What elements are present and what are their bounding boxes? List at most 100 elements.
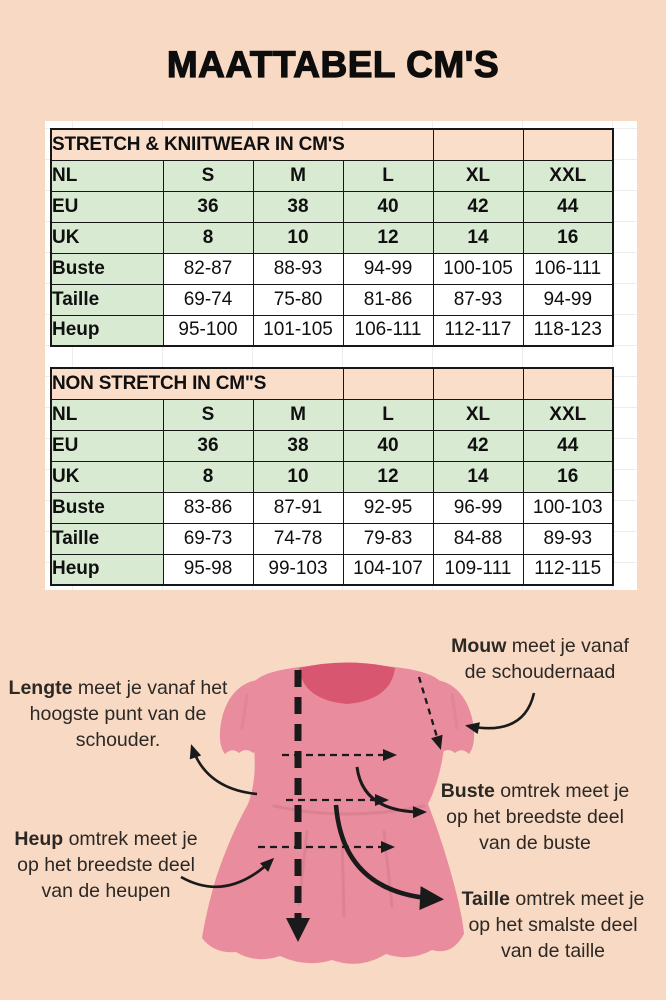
row-label: Buste (50, 491, 164, 524)
row-label: UK (50, 221, 164, 254)
size-cell: S (162, 159, 254, 192)
size-cell: 40 (342, 190, 434, 223)
header-filler-cell (522, 128, 614, 161)
size-cell: 16 (522, 460, 614, 493)
size-cell: L (342, 159, 434, 192)
size-cell: 14 (432, 460, 524, 493)
row-label: Heup (50, 553, 164, 586)
taille-arrow (333, 804, 444, 911)
size-cell: 12 (342, 460, 434, 493)
size-cell: M (252, 398, 344, 431)
annotation-text: omtrek meet je op het smalste deel van d… (468, 888, 645, 962)
size-cell: 12 (342, 221, 434, 254)
heup-arrow (180, 857, 275, 889)
size-row-uk: UK 8 10 12 14 16 (50, 460, 614, 493)
size-row-uk: UK 8 10 12 14 16 (50, 221, 614, 254)
size-cell: XL (432, 398, 524, 431)
measurement-diagram (0, 600, 666, 1000)
size-cell: XXL (522, 398, 614, 431)
measure-cell: 96-99 (432, 491, 524, 524)
measure-cell: 89-93 (522, 522, 614, 555)
non-stretch-table: NON STRETCH IN CM"S NL S M L XL XXL EU 36 38 40 42 4… (50, 367, 614, 586)
measure-cell: 69-74 (162, 283, 254, 316)
header-filler-cell (342, 367, 434, 400)
measure-cell: 118-123 (522, 314, 614, 347)
header-filler-cell (432, 367, 524, 400)
measure-row-buste: Buste 83-86 87-91 92-95 96-99 100-103 (50, 491, 614, 524)
annotation-text: omtrek meet je op het breedste deel van … (17, 828, 198, 902)
dress-illustration (180, 662, 536, 964)
measure-cell: 79-83 (342, 522, 434, 555)
size-cell: 44 (522, 190, 614, 223)
mouw-arrow (465, 692, 536, 735)
table-header-row: STRETCH & KNIITWEAR IN CM'S (50, 128, 614, 161)
row-label: EU (50, 429, 164, 462)
table-title-cell: NON STRETCH IN CM"S (50, 367, 344, 400)
measure-cell: 95-98 (162, 553, 254, 586)
row-label: EU (50, 190, 164, 223)
measure-cell: 75-80 (252, 283, 344, 316)
measure-row-buste: Buste 82-87 88-93 94-99 100-105 106-111 (50, 252, 614, 285)
header-filler-cell (522, 367, 614, 400)
measure-cell: 101-105 (252, 314, 344, 347)
size-cell: 44 (522, 429, 614, 462)
measure-cell: 109-111 (432, 553, 524, 586)
size-cell: 36 (162, 190, 254, 223)
size-cell: 36 (162, 429, 254, 462)
measure-cell: 106-111 (342, 314, 434, 347)
measure-cell: 95-100 (162, 314, 254, 347)
size-cell: S (162, 398, 254, 431)
header-filler-cell (432, 128, 524, 161)
lengte-arrow (189, 744, 258, 796)
size-cell: 42 (432, 429, 524, 462)
measure-cell: 94-99 (522, 283, 614, 316)
size-cell: L (342, 398, 434, 431)
annotation-text: meet je vanaf de schoudernaad (464, 635, 629, 683)
size-cell: 8 (162, 460, 254, 493)
measure-cell: 104-107 (342, 553, 434, 586)
table-header-row: NON STRETCH IN CM"S (50, 367, 614, 400)
measure-row-taille: Taille 69-74 75-80 81-86 87-93 94-99 (50, 283, 614, 316)
measure-cell: 106-111 (522, 252, 614, 285)
measure-cell: 81-86 (342, 283, 434, 316)
size-cell: M (252, 159, 344, 192)
row-label: Buste (50, 252, 164, 285)
annotation-buste: Buste omtrek meet je op het breedste dee… (424, 778, 646, 856)
measure-cell: 69-73 (162, 522, 254, 555)
measure-cell: 112-115 (522, 553, 614, 586)
size-cell: 42 (432, 190, 524, 223)
size-row-nl: NL S M L XL XXL (50, 159, 614, 192)
size-row-eu: EU 36 38 40 42 44 (50, 429, 614, 462)
measure-cell: 94-99 (342, 252, 434, 285)
size-row-eu: EU 36 38 40 42 44 (50, 190, 614, 223)
size-cell: XL (432, 159, 524, 192)
size-row-nl: NL S M L XL XXL (50, 398, 614, 431)
annotation-lengte: Lengte meet je vanaf het hoogste punt va… (3, 675, 233, 753)
size-cell: 16 (522, 221, 614, 254)
size-cell: 40 (342, 429, 434, 462)
measure-cell: 99-103 (252, 553, 344, 586)
row-label: Taille (50, 522, 164, 555)
size-cell: 10 (252, 460, 344, 493)
annotation-heup: Heup omtrek meet je op het breedste deel… (0, 826, 212, 904)
annotation-text: meet je vanaf het hoogste punt van de sc… (29, 677, 228, 751)
annotation-text: omtrek meet je op het breedste deel van … (446, 780, 630, 854)
annotation-lead: Mouw (451, 635, 507, 657)
measure-cell: 84-88 (432, 522, 524, 555)
size-cell: 38 (252, 190, 344, 223)
measure-cell: 87-93 (432, 283, 524, 316)
measure-row-heup: Heup 95-100 101-105 106-111 112-117 118-123 (50, 314, 614, 347)
row-label: Taille (50, 283, 164, 316)
measure-cell: 88-93 (252, 252, 344, 285)
table-title-cell: STRETCH & KNIITWEAR IN CM'S (50, 128, 434, 161)
annotation-taille: Taille omtrek meet je op het smalste dee… (442, 886, 664, 964)
size-cell: 38 (252, 429, 344, 462)
row-label: NL (50, 398, 164, 431)
annotation-mouw: Mouw meet je vanaf de schoudernaad (428, 633, 652, 685)
neckline (299, 662, 395, 704)
annotation-lead: Lengte (8, 677, 73, 699)
row-label: Heup (50, 314, 164, 347)
size-cell: XXL (522, 159, 614, 192)
annotation-lead: Taille (461, 888, 511, 910)
